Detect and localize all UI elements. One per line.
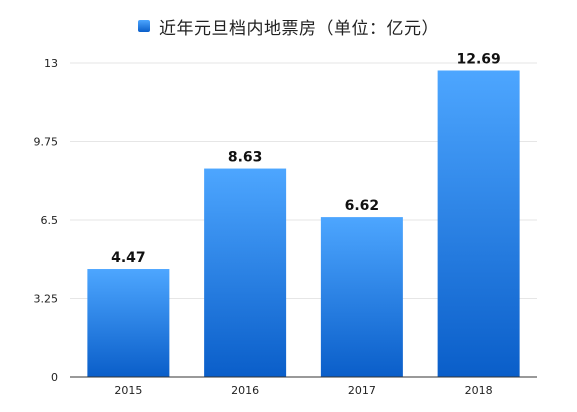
x-tick-label-2016: 2016 bbox=[231, 384, 259, 397]
x-tick-label-2017: 2017 bbox=[348, 384, 376, 397]
bars bbox=[87, 70, 520, 377]
bar-2015 bbox=[87, 269, 170, 377]
data-label-2016: 8.63 bbox=[228, 150, 263, 166]
data-label-2015: 4.47 bbox=[111, 250, 146, 266]
x-tick-label-2018: 2018 bbox=[465, 384, 493, 397]
y-tick-label: 6.5 bbox=[41, 214, 59, 227]
legend-swatch bbox=[138, 20, 150, 32]
y-tick-label: 0 bbox=[51, 371, 58, 384]
y-tick-label: 3.25 bbox=[34, 293, 59, 306]
chart-legend: 近年元旦档内地票房（单位：亿元） bbox=[0, 14, 577, 39]
legend-label: 近年元旦档内地票房（单位：亿元） bbox=[159, 18, 439, 39]
bar-2017 bbox=[320, 217, 403, 377]
x-axis-ticks: 2015 2016 2017 2018 bbox=[114, 384, 492, 397]
data-label-2018: 12.69 bbox=[456, 51, 500, 67]
data-labels: 4.47 8.63 6.62 12.69 bbox=[111, 51, 501, 266]
data-label-2017: 6.62 bbox=[345, 198, 380, 214]
y-axis-ticks: 0 3.25 6.5 9.75 13 bbox=[34, 57, 59, 384]
y-tick-label: 13 bbox=[44, 57, 58, 70]
x-tick-label-2015: 2015 bbox=[114, 384, 142, 397]
bar-2018 bbox=[437, 70, 520, 377]
y-tick-label: 9.75 bbox=[34, 136, 59, 149]
bar-2016 bbox=[204, 168, 287, 377]
